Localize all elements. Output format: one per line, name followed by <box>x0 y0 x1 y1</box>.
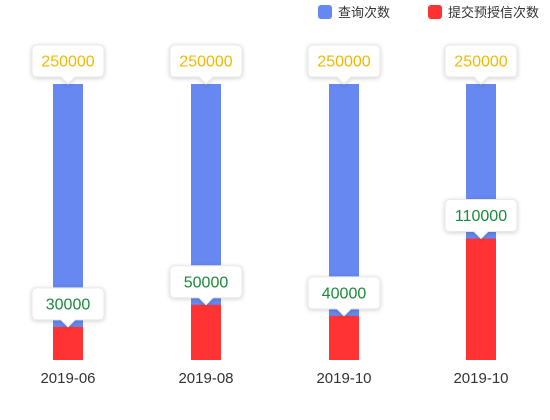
x-tick-label-3: 2019-10 <box>453 370 508 387</box>
x-axis: 2019-06 2019-08 2019-10 2019-10 <box>40 370 508 387</box>
legend-label-1[interactable]: 提交预授信次数 <box>448 5 539 20</box>
data-label-submit-2-text: 40000 <box>322 285 367 302</box>
data-label-query-1-text: 250000 <box>179 54 232 71</box>
bars <box>53 84 496 360</box>
legend: 查询次数 提交预授信次数 <box>318 5 539 20</box>
data-label-submit-3-box <box>444 199 518 240</box>
x-tick-label-2: 2019-10 <box>316 370 371 387</box>
data-label-query-2: 250000 <box>307 44 381 85</box>
data-label-submit-0-text: 30000 <box>46 296 91 313</box>
data-label-submit-0-box <box>31 287 105 328</box>
bar-submit-1[interactable] <box>191 304 221 360</box>
data-label-query-0-text: 250000 <box>41 54 94 71</box>
bar-submit-3[interactable] <box>466 238 496 360</box>
data-label-query-3-text: 250000 <box>454 54 507 71</box>
data-label-query-0: 250000 <box>31 44 105 85</box>
data-label-query-1: 250000 <box>169 44 243 85</box>
data-label-submit-2: 40000 <box>307 276 381 317</box>
legend-swatch-0[interactable] <box>318 5 332 19</box>
data-label-submit-1-text: 50000 <box>184 274 229 291</box>
data-label-query-0-box <box>31 44 105 85</box>
data-label-query-2-box <box>307 44 381 85</box>
data-label-query-2-text: 250000 <box>317 54 370 71</box>
data-label-query-3-box <box>444 44 518 85</box>
data-label-submit-0: 30000 <box>31 287 105 328</box>
legend-label-0[interactable]: 查询次数 <box>338 5 390 20</box>
x-tick-label-0: 2019-06 <box>40 370 95 387</box>
bar-submit-2[interactable] <box>329 315 359 360</box>
legend-swatch-1[interactable] <box>428 5 442 19</box>
data-label-submit-3: 110000 <box>444 199 518 240</box>
data-labels: 250000 30000 250000 50000 250000 40000 250000 1… <box>31 44 518 328</box>
data-label-submit-1: 50000 <box>169 265 243 306</box>
data-label-query-3: 250000 <box>444 44 518 85</box>
data-label-submit-3-text: 110000 <box>455 208 507 225</box>
x-tick-label-1: 2019-08 <box>178 370 233 387</box>
data-label-query-1-box <box>169 44 243 85</box>
data-label-submit-2-box <box>307 276 381 317</box>
data-label-submit-1-box <box>169 265 243 306</box>
bar-submit-0[interactable] <box>53 326 83 360</box>
